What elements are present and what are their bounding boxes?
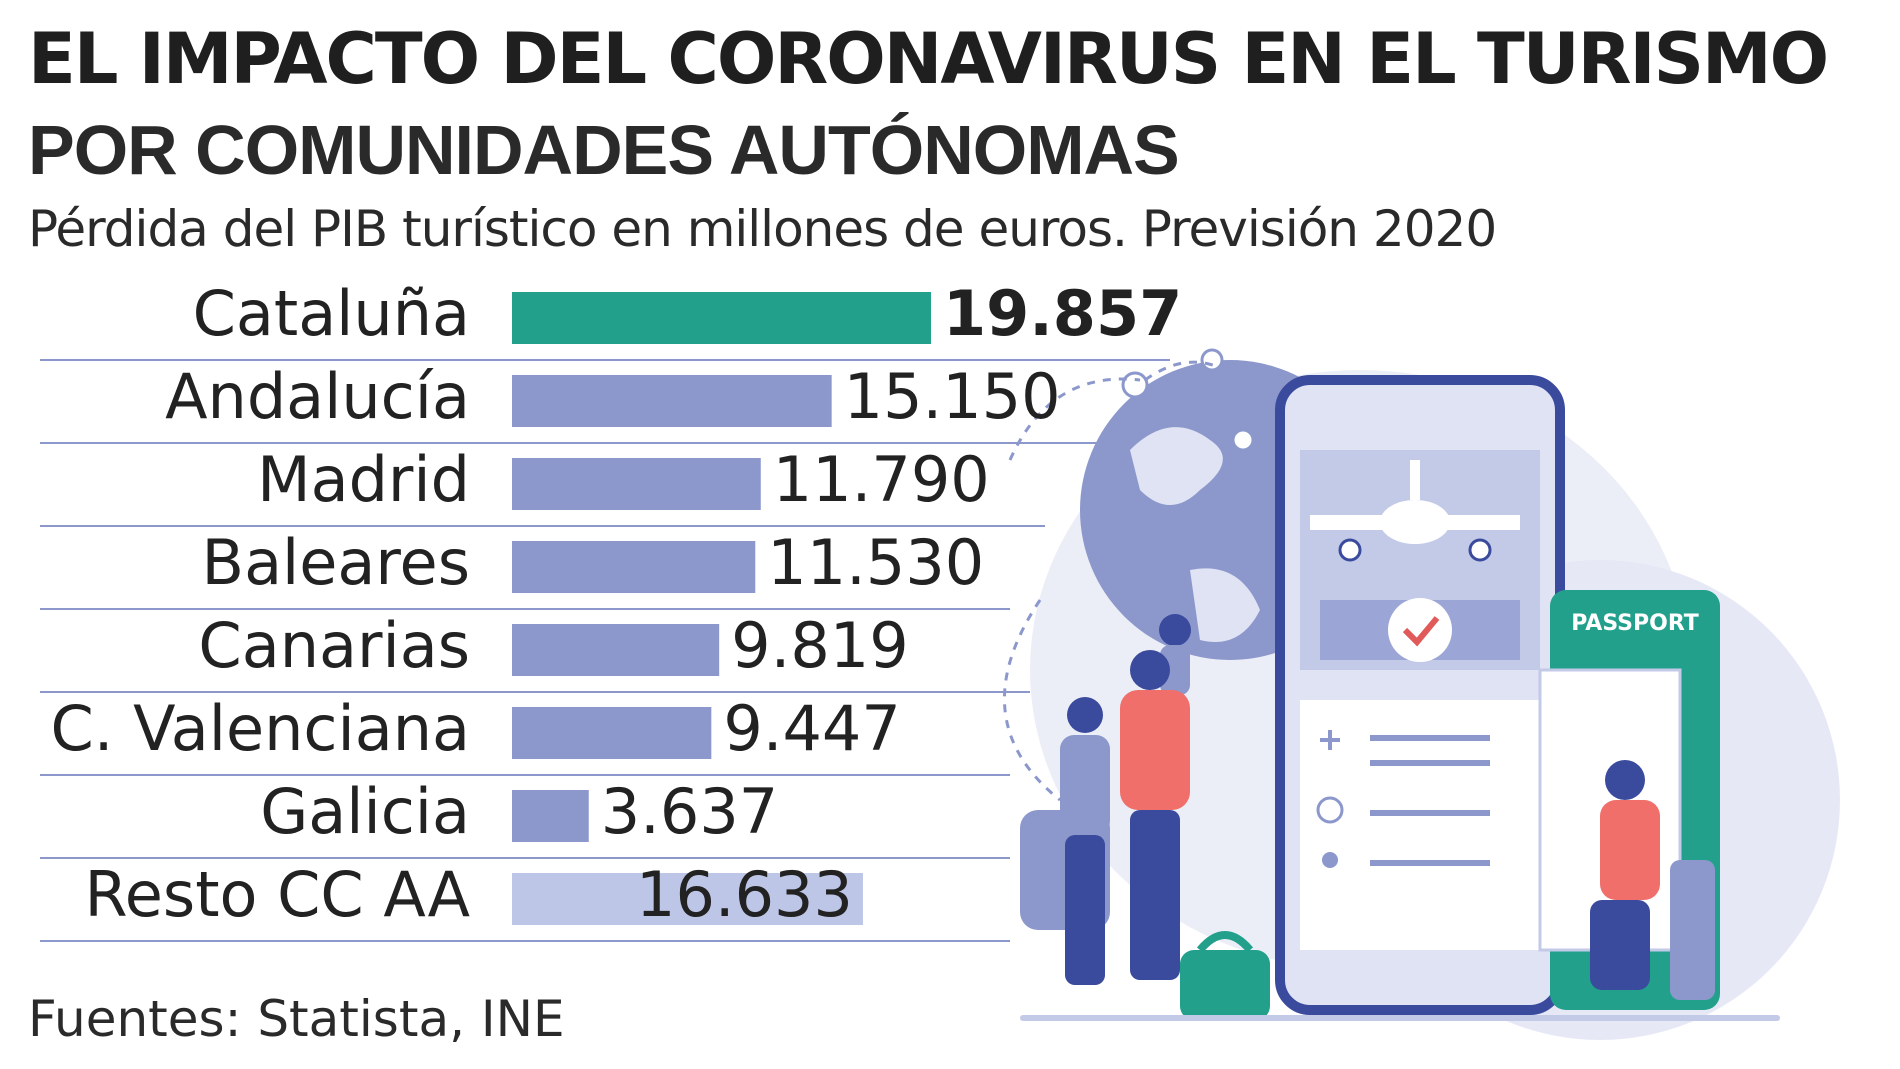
- category-label: Madrid: [257, 443, 470, 516]
- passport-label: PASSPORT: [1571, 611, 1699, 636]
- category-label: Andalucía: [165, 360, 470, 433]
- chart-subtitle: POR COMUNIDADES AUTÓNOMAS: [28, 111, 1180, 189]
- value-label: 3.637: [601, 775, 779, 848]
- value-label: 11.530: [767, 526, 984, 599]
- bar-7: [512, 873, 863, 925]
- category-label: C. Valenciana: [50, 692, 470, 765]
- bar-2: [512, 458, 761, 510]
- value-label: 15.150: [844, 360, 1061, 433]
- value-label: 19.857: [943, 277, 1182, 350]
- category-label: Canarias: [198, 609, 470, 682]
- value-label: 16.633: [636, 858, 853, 931]
- bar-1: [512, 375, 832, 427]
- chart-title: EL IMPACTO DEL CORONAVIRUS EN EL TURISMO: [28, 18, 1829, 100]
- source-note: Fuentes: Statista, INE: [28, 990, 565, 1048]
- category-label: Baleares: [202, 526, 470, 599]
- value-label: 9.447: [723, 692, 901, 765]
- category-label: Resto CC AA: [84, 858, 470, 931]
- bar-4: [512, 624, 720, 676]
- phone-icon: [1275, 375, 1565, 1015]
- value-label: 9.819: [731, 609, 909, 682]
- travelers-icon: [1060, 614, 1715, 1000]
- bar-6: [512, 790, 589, 842]
- category-label: Cataluña: [193, 277, 470, 350]
- travel-illustration: PASSPORT: [1002, 348, 1840, 1040]
- bar-3: [512, 541, 756, 593]
- value-label: 11.790: [773, 443, 990, 516]
- category-label: Galicia: [260, 775, 470, 848]
- bar-5: [512, 707, 712, 759]
- chart-caption: Pérdida del PIB turístico en millones de…: [28, 200, 1497, 258]
- bar-0: [512, 292, 931, 344]
